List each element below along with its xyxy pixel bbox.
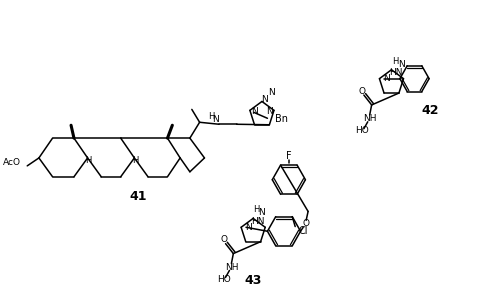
Text: N: N <box>268 88 275 97</box>
Text: N: N <box>384 74 390 83</box>
Text: N: N <box>398 60 404 69</box>
Text: N: N <box>262 95 268 104</box>
Text: AcO: AcO <box>4 158 22 167</box>
Text: H: H <box>392 57 398 66</box>
Text: N: N <box>252 107 258 116</box>
Text: 43: 43 <box>244 274 262 287</box>
Text: F: F <box>286 151 292 161</box>
Text: N: N <box>266 107 272 116</box>
Text: NH: NH <box>224 263 238 272</box>
Text: HO: HO <box>355 126 369 135</box>
Text: O: O <box>302 219 310 228</box>
Text: N: N <box>212 115 218 124</box>
Text: H: H <box>86 156 92 165</box>
Text: 42: 42 <box>422 104 439 117</box>
Text: HN: HN <box>389 68 402 77</box>
Text: HN: HN <box>250 217 264 226</box>
Text: 41: 41 <box>130 190 147 203</box>
Text: H: H <box>253 205 260 214</box>
Text: N: N <box>245 223 252 232</box>
Text: O: O <box>358 87 366 95</box>
Text: NH: NH <box>363 114 376 123</box>
Text: O: O <box>220 235 227 244</box>
Text: Cl: Cl <box>298 225 308 235</box>
Text: H: H <box>208 112 214 121</box>
Text: H: H <box>132 156 138 165</box>
Text: N: N <box>258 208 266 217</box>
Text: HO: HO <box>216 275 230 284</box>
Text: Bn: Bn <box>275 114 288 124</box>
